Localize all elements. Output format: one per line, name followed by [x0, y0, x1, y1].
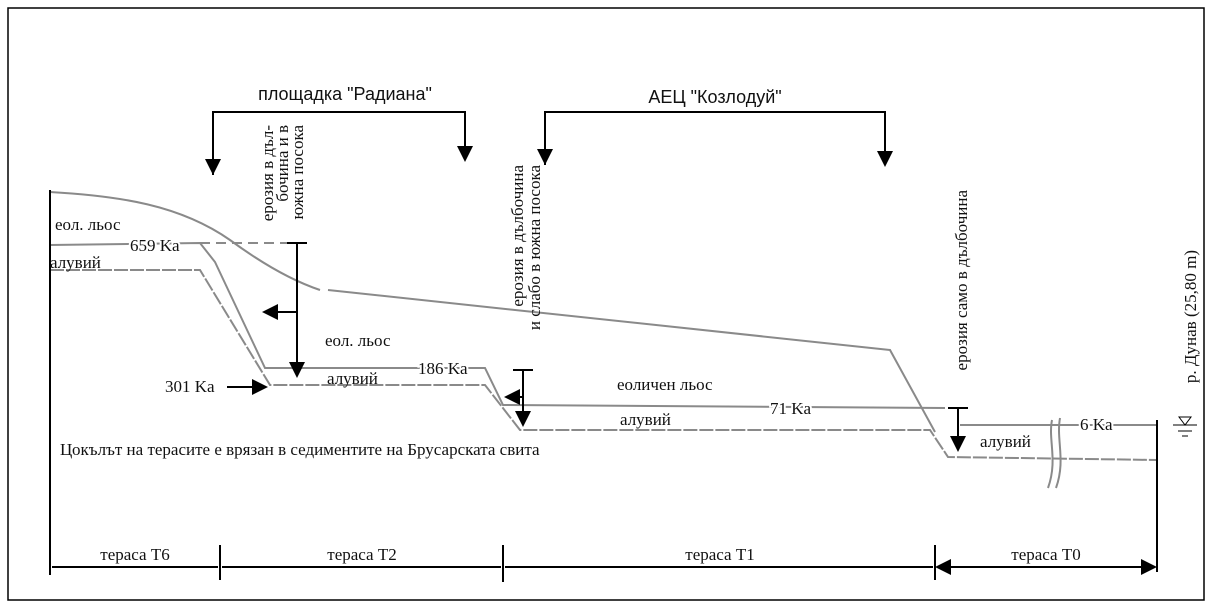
diagram: площадка "Радиана" АЕЦ "Козлодуй" ерозия… — [0, 0, 1214, 612]
terrace-label: тераса Т2 — [327, 545, 396, 564]
water-level — [1173, 417, 1197, 436]
age-label: 6 Ka — [1080, 415, 1113, 434]
site-header: площадка "Радиана" — [258, 84, 432, 104]
layer-label: алувий — [327, 369, 378, 388]
age-label: 301 Ka — [165, 377, 215, 396]
erosion-note: и слабо в южна посока — [525, 165, 544, 331]
npp-header: АЕЦ "Козлодуй" — [648, 87, 781, 107]
layer-label: еол. льос — [325, 331, 391, 350]
age-label: 186 Ka — [418, 359, 468, 378]
terrace-label: тераса Т0 — [1011, 545, 1080, 564]
terrace-label: тераса Т1 — [685, 545, 754, 564]
dimension-lines — [50, 190, 1157, 582]
terrace-label: тераса Т6 — [100, 545, 169, 564]
brackets — [213, 112, 885, 175]
age-label: 71 Ka — [770, 399, 812, 418]
frame — [8, 8, 1204, 600]
age-label: 659 Ka — [130, 236, 180, 255]
layer-label: еоличен льос — [617, 375, 713, 394]
layer-label: еол. льос — [55, 215, 121, 234]
erosion-note: ерозия само в дълбочина — [952, 190, 971, 371]
base-note: Цокълът на терасите е врязан в седименти… — [60, 440, 540, 459]
layer-label: алувий — [50, 253, 101, 272]
layer-label: алувий — [620, 410, 671, 429]
erosion-note: южна посока — [288, 125, 307, 220]
layer-label: алувий — [980, 432, 1031, 451]
river-label: р. Дунав (25,80 m) — [1181, 250, 1200, 383]
